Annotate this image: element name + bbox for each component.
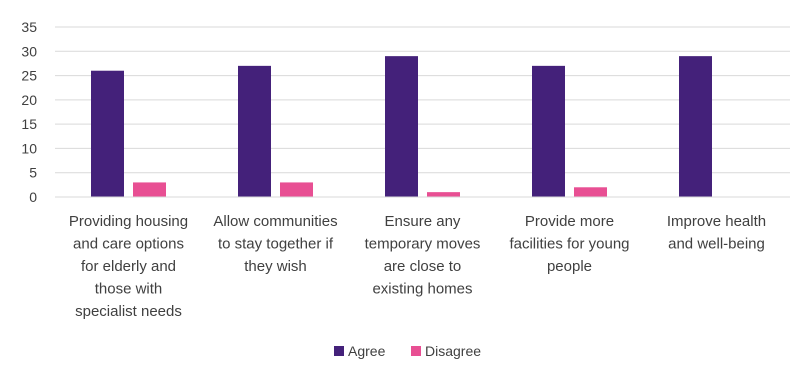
y-tick-label: 10: [21, 140, 37, 156]
bar-agree-3: [385, 56, 418, 198]
x-tick-label-line: Provide more: [525, 213, 614, 230]
bar-disagree-4: [574, 187, 607, 197]
x-axis-labels: Providing housing and care options for eld…: [69, 213, 766, 320]
legend: Agree Disagree: [334, 343, 481, 359]
legend-swatch-agree: [334, 346, 344, 356]
x-tick-label-line: existing homes: [372, 281, 472, 298]
bar-disagree-3: [427, 192, 460, 197]
y-tick-label: 25: [21, 68, 37, 84]
y-tick-label: 5: [29, 165, 37, 181]
x-tick-label: Provide more facilities for young people: [509, 213, 629, 275]
x-tick-label-line: facilities for young: [509, 236, 629, 253]
x-tick-label: Improve health and well-being: [667, 213, 766, 253]
bar-agree-5: [679, 56, 712, 198]
legend-label-agree: Agree: [348, 343, 386, 359]
x-tick-label-line: and care options: [73, 236, 184, 253]
legend-label-disagree: Disagree: [425, 343, 481, 359]
x-tick-label-line: to stay together if: [218, 236, 334, 253]
x-tick-label-line: Allow communities: [213, 213, 337, 230]
bar-agree-1: [91, 70, 124, 197]
y-tick-label: 15: [21, 116, 37, 132]
x-tick-label: Providing housing and care options for eld…: [69, 213, 188, 320]
x-tick-label-line: Ensure any: [385, 213, 461, 230]
y-tick-label: 20: [21, 92, 37, 108]
legend-swatch-disagree: [411, 346, 421, 356]
x-tick-label-line: are close to: [384, 258, 462, 275]
bars: [91, 56, 712, 198]
bar-disagree-1: [133, 182, 166, 197]
x-tick-label-line: specialist needs: [75, 303, 182, 320]
x-tick-label-line: temporary moves: [365, 236, 481, 253]
y-tick-label: 30: [21, 43, 37, 59]
x-tick-label: Allow communities to stay together if they…: [213, 213, 337, 275]
x-tick-label-line: Improve health: [667, 213, 766, 230]
x-tick-label-line: people: [547, 258, 592, 275]
x-tick-label-line: and well-being: [668, 236, 765, 253]
bar-agree-2: [238, 65, 271, 197]
x-tick-label-line: Providing housing: [69, 213, 188, 230]
y-axis-ticks: 0 5 10 15 20 25 30 35: [21, 19, 37, 205]
bar-disagree-2: [280, 182, 313, 197]
y-tick-label: 0: [29, 189, 37, 205]
bar-agree-4: [532, 65, 565, 197]
gridlines: [55, 26, 790, 174]
x-tick-label: Ensure any temporary moves are close to exi…: [365, 213, 481, 298]
x-tick-label-line: those with: [95, 281, 163, 298]
x-tick-label-line: for elderly and: [81, 258, 176, 275]
y-tick-label: 35: [21, 19, 37, 35]
x-tick-label-line: they wish: [244, 258, 307, 275]
